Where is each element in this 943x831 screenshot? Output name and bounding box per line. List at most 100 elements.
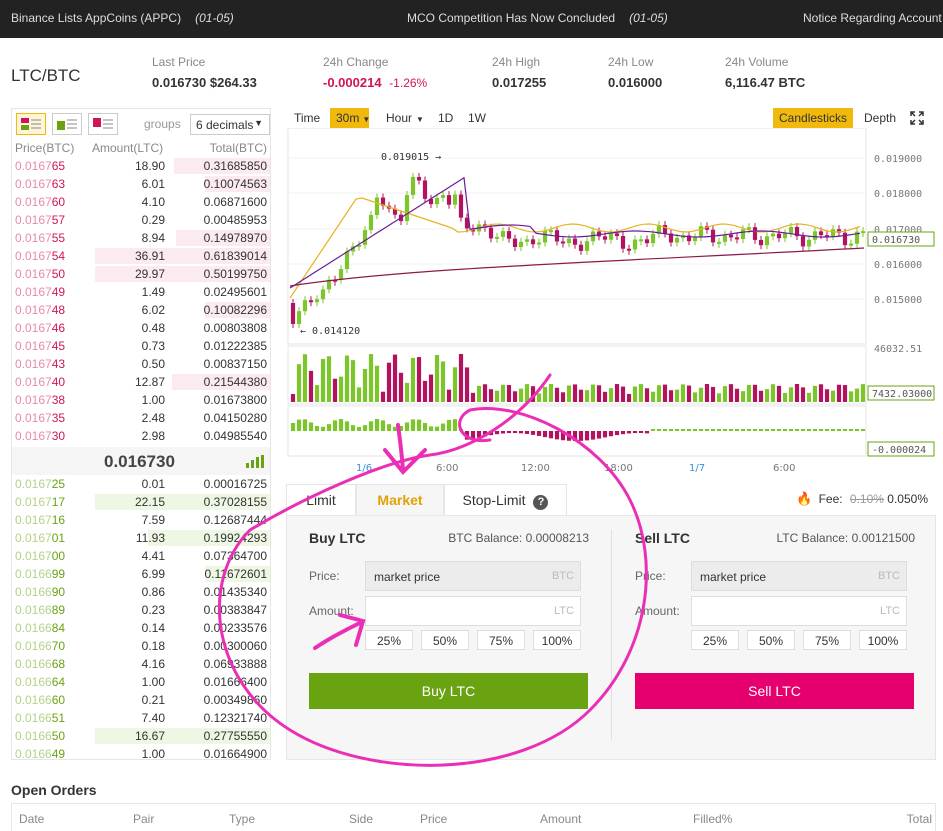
col-date[interactable]: Date [19,812,45,826]
sell-pct-50-button[interactable]: 50% [747,630,795,650]
candlesticks-button[interactable]: Candlesticks [773,108,854,128]
order-book-row[interactable]: 0.016725 0.01 0.00016725 [12,475,270,493]
tab-limit[interactable]: Limit [286,484,356,516]
announcement-item[interactable]: MCO Competition Has Now Concluded (01-05) [407,11,668,25]
stop-limit-label: Stop-Limit [462,492,526,508]
row-price: 0.016740 [15,375,66,389]
order-book-row[interactable]: 0.016760 4.10 0.06871600 [12,193,270,211]
sell-pct-75-button[interactable]: 75% [803,630,851,650]
buy-pct-100-button[interactable]: 100% [533,630,581,650]
fullscreen-icon[interactable] [910,111,924,125]
order-book-row[interactable]: 0.016649 1.00 0.01664900 [12,745,270,763]
order-book-row[interactable]: 0.016690 0.86 0.01435340 [12,583,270,601]
col-type[interactable]: Type [229,812,256,826]
order-book-row[interactable]: 0.016740 12.87 0.21544380 [12,373,270,391]
order-book-row[interactable]: 0.016670 0.18 0.00300060 [12,637,270,655]
candle-body [812,231,818,240]
volume-bar [572,384,578,402]
row-price: 0.016746 [15,321,66,335]
volume-bar [434,354,440,402]
candle-body [692,237,698,242]
order-book-row[interactable]: 0.016717 22.15 0.37028155 [12,493,270,511]
price-chart[interactable]: Time 30m ▼ Hour ▼ 1D 1W Candlesticks Depth… [286,108,936,474]
row-total: 0.01666400 [203,675,267,689]
candle-body [830,229,836,237]
buy-button[interactable]: Buy LTC [309,673,588,709]
buy-pct-75-button[interactable]: 75% [477,630,525,650]
col-pair[interactable]: Pair [133,812,155,826]
order-book-row[interactable]: 0.016757 0.29 0.00485953 [12,211,270,229]
row-total: 0.06871600 [203,195,267,209]
order-book-row[interactable]: 0.016664 1.00 0.01666400 [12,673,270,691]
row-total: 0.02495601 [203,285,267,299]
order-book-row[interactable]: 0.016716 7.59 0.12687444 [12,511,270,529]
order-book-row[interactable]: 0.016754 36.91 0.61839014 [12,247,270,265]
tab-stop-limit[interactable]: Stop-Limit ? [444,484,567,516]
announcement-item[interactable]: Notice Regarding Account [803,11,942,25]
buy-pct-50-button[interactable]: 50% [421,630,469,650]
volume-bar [638,384,644,402]
macd-tag-box [867,441,935,457]
col-amount[interactable]: Amount [540,812,582,826]
order-book-row[interactable]: 0.016730 2.98 0.04985540 [12,427,270,445]
announcement-bar: Binance Lists AppCoins (APPC) (01-05) MCO… [0,0,943,38]
volume-bar [320,358,326,402]
order-book-row[interactable]: 0.016765 18.90 0.31685850 [12,157,270,175]
order-book-row[interactable]: 0.016668 4.16 0.06933888 [12,655,270,673]
interval-1w-button[interactable]: 1W [468,111,486,125]
order-book-row[interactable]: 0.016700 4.41 0.07364700 [12,547,270,565]
order-book-row[interactable]: 0.016689 0.23 0.00383847 [12,601,270,619]
volume-bar [824,389,830,402]
ltc-balance: LTC Balance: 0.00121500 [776,531,915,545]
interval-1d-button[interactable]: 1D [438,111,454,125]
amount-label: Amount: [309,604,354,618]
col-total[interactable]: Total [906,812,932,826]
macd-bar [770,429,776,431]
interval-30m-button[interactable]: 30m ▼ [330,108,370,128]
volume-bar [644,388,650,402]
macd-bar [674,429,680,431]
candlestick-chart[interactable]: 0.019000 0.018000 0.017000 0.016000 0.015000… [286,128,936,474]
order-book-row[interactable]: 0.016684 0.14 0.00233576 [12,619,270,637]
order-book-row[interactable]: 0.016738 1.00 0.01673800 [12,391,270,409]
order-book-row[interactable]: 0.016651 7.40 0.12321740 [12,709,270,727]
sell-amount-input[interactable]: LTC [691,596,907,626]
col-filled[interactable]: Filled% [693,812,733,826]
volume-bar [776,385,782,402]
sell-pct-25-button[interactable]: 25% [691,630,739,650]
row-amount: 1.00 [141,747,165,761]
book-bids-icon[interactable] [52,113,82,135]
buy-pct-25-button[interactable]: 25% [365,630,413,650]
decimals-select[interactable]: 6 decimals ▼ [190,114,270,135]
order-book-row[interactable]: 0.016650 16.67 0.27755550 [12,727,270,745]
order-book-row[interactable]: 0.016660 0.21 0.00349860 [12,691,270,709]
order-book-row[interactable]: 0.016750 29.97 0.50199750 [12,265,270,283]
order-book-row[interactable]: 0.016699 6.99 0.11672601 [12,565,270,583]
order-book-row[interactable]: 0.016745 0.73 0.01222385 [12,337,270,355]
order-book-row[interactable]: 0.016763 6.01 0.10074563 [12,175,270,193]
order-book-row[interactable]: 0.016748 6.02 0.10082296 [12,301,270,319]
macd-bar [320,426,326,431]
announcement-item[interactable]: Binance Lists AppCoins (APPC) (01-05) [11,11,234,25]
sell-pct-100-button[interactable]: 100% [859,630,907,650]
order-book-row[interactable]: 0.016755 8.94 0.14978970 [12,229,270,247]
interval-hour-button[interactable]: Hour ▼ [380,108,430,128]
sell-button[interactable]: Sell LTC [635,673,914,709]
book-asks-icon[interactable] [88,113,118,135]
order-book-row[interactable]: 0.016735 2.48 0.04150280 [12,409,270,427]
row-total: 0.11672601 [204,567,267,581]
col-price[interactable]: Price [420,812,448,826]
candle-body [506,231,512,239]
order-book-row[interactable]: 0.016746 0.48 0.00803808 [12,319,270,337]
buy-amount-input[interactable]: LTC [365,596,581,626]
help-icon[interactable]: ? [533,495,549,510]
candle-body [302,300,308,312]
order-book-row[interactable]: 0.016701 11.93 0.19924293 [12,529,270,547]
volume-bar [848,391,854,402]
depth-button[interactable]: Depth [864,111,897,125]
order-book-row[interactable]: 0.016743 0.50 0.00837150 [12,355,270,373]
col-side[interactable]: Side [349,812,374,826]
order-book-row[interactable]: 0.016749 1.49 0.02495601 [12,283,270,301]
book-both-icon[interactable] [16,113,46,135]
tab-market[interactable]: Market [356,484,444,516]
